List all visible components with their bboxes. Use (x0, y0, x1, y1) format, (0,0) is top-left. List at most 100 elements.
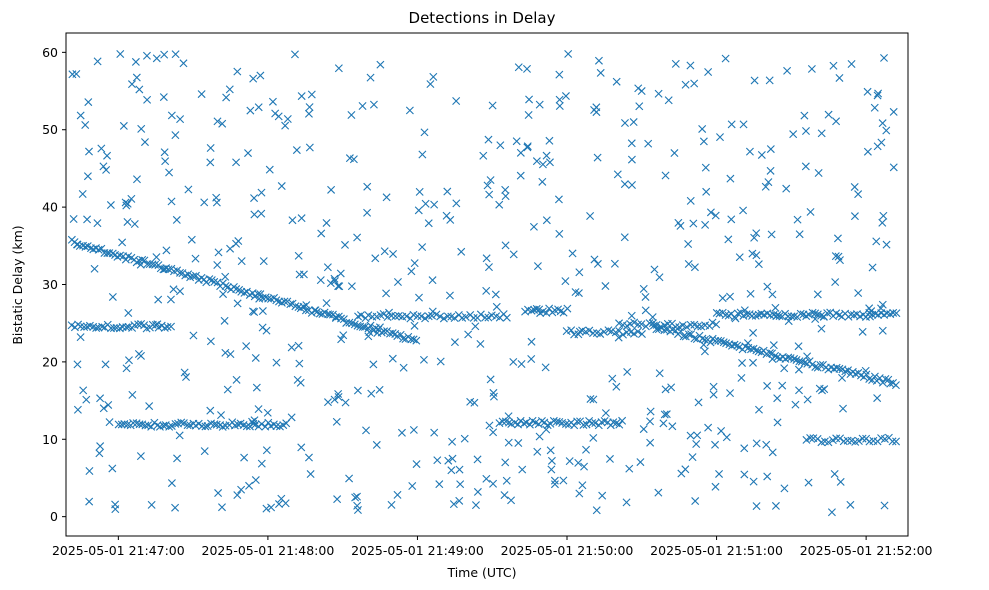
scatter-point (376, 60, 385, 69)
scatter-point (807, 64, 816, 73)
scatter-point (407, 335, 416, 344)
scatter-point (872, 237, 881, 246)
scatter-point (773, 394, 782, 403)
scatter-point (575, 327, 584, 336)
scatter-point (222, 93, 231, 102)
scatter-point (421, 314, 430, 323)
scatter-point (257, 420, 266, 429)
scatter-point (96, 442, 105, 451)
scatter-point (495, 200, 504, 209)
scatter-point (232, 285, 241, 294)
scatter-point (267, 503, 276, 512)
scatter-point (509, 250, 518, 259)
scatter-point (662, 410, 671, 419)
scatter-point (330, 274, 339, 283)
scatter-point (593, 153, 602, 162)
scatter-point (250, 194, 259, 203)
scatter-point (223, 385, 232, 394)
scatter-point (311, 306, 320, 315)
scatter-point (315, 309, 324, 318)
scatter-point (491, 290, 500, 299)
y-tick-label: 10 (42, 432, 58, 447)
scatter-point (646, 407, 655, 416)
scatter-point (471, 322, 480, 331)
scatter-point (867, 307, 876, 316)
scatter-point (307, 90, 316, 99)
scatter-point (129, 418, 138, 427)
scatter-point (565, 457, 574, 466)
scatter-point (445, 291, 454, 300)
scatter-point (353, 321, 362, 330)
scatter-point (830, 469, 839, 478)
scatter-point (637, 320, 646, 329)
scatter-point (122, 364, 131, 373)
scatter-point (245, 481, 254, 490)
scatter-point (130, 219, 139, 228)
scatter-point (768, 290, 777, 299)
scatter-point (237, 257, 246, 266)
scatter-point (629, 118, 638, 127)
scatter-point (765, 349, 774, 357)
scatter-point (795, 230, 804, 239)
scatter-point (460, 434, 469, 443)
scatter-point (85, 497, 94, 506)
scatter-point (739, 120, 748, 129)
scatter-point (397, 428, 406, 437)
scatter-point (724, 235, 733, 244)
scatter-point (754, 405, 763, 414)
scatter-point (233, 67, 242, 76)
scatter-point (839, 404, 848, 413)
scatter-point (766, 145, 775, 154)
y-tick-label: 40 (42, 200, 58, 215)
scatter-point (880, 501, 889, 510)
scatter-point (167, 197, 176, 206)
scatter-point (272, 358, 281, 367)
scatter-point (118, 238, 127, 247)
y-tick-label: 0 (50, 509, 58, 524)
scatter-point (334, 389, 343, 398)
scatter-point (142, 51, 151, 60)
scatter-point (347, 319, 356, 328)
scatter-point (681, 465, 690, 474)
scatter-point (757, 309, 766, 318)
scatter-point (742, 310, 751, 319)
scatter-point (305, 143, 314, 152)
scatter-point (641, 306, 650, 315)
scatter-point (501, 458, 510, 467)
scatter-point (121, 255, 130, 264)
scatter-point (152, 253, 161, 262)
scatter-point (450, 338, 459, 347)
scatter-point (410, 259, 419, 268)
scatter-point (870, 372, 879, 381)
scatter-point (295, 359, 304, 368)
scatter-point (286, 300, 295, 309)
scatter-point (586, 394, 595, 403)
scatter-point (409, 335, 418, 344)
scatter-point (726, 174, 735, 183)
scatter-point (627, 311, 636, 320)
scatter-point (763, 472, 772, 481)
scatter-point (527, 306, 536, 315)
scatter-point (578, 481, 587, 490)
scatter-point (878, 218, 887, 227)
scatter-point (172, 215, 181, 224)
scatter-point (722, 433, 731, 442)
scatter-point (694, 398, 703, 407)
scatter-point (789, 130, 798, 139)
scatter-point (167, 422, 176, 431)
scatter-point (726, 389, 735, 398)
scatter-point (501, 241, 510, 250)
scatter-point (882, 240, 891, 249)
scatter-point (232, 375, 241, 384)
scatter-point (559, 476, 568, 485)
scatter-point (412, 460, 421, 469)
scatter-point (253, 290, 262, 298)
scatter-point (775, 312, 784, 321)
scatter-point (448, 454, 457, 463)
scatter-point (206, 406, 215, 415)
scatter-point (169, 285, 178, 294)
scatter-point (375, 385, 384, 394)
scatter-point (330, 395, 339, 404)
scatter-point (489, 428, 498, 437)
scatter-point (481, 313, 490, 322)
